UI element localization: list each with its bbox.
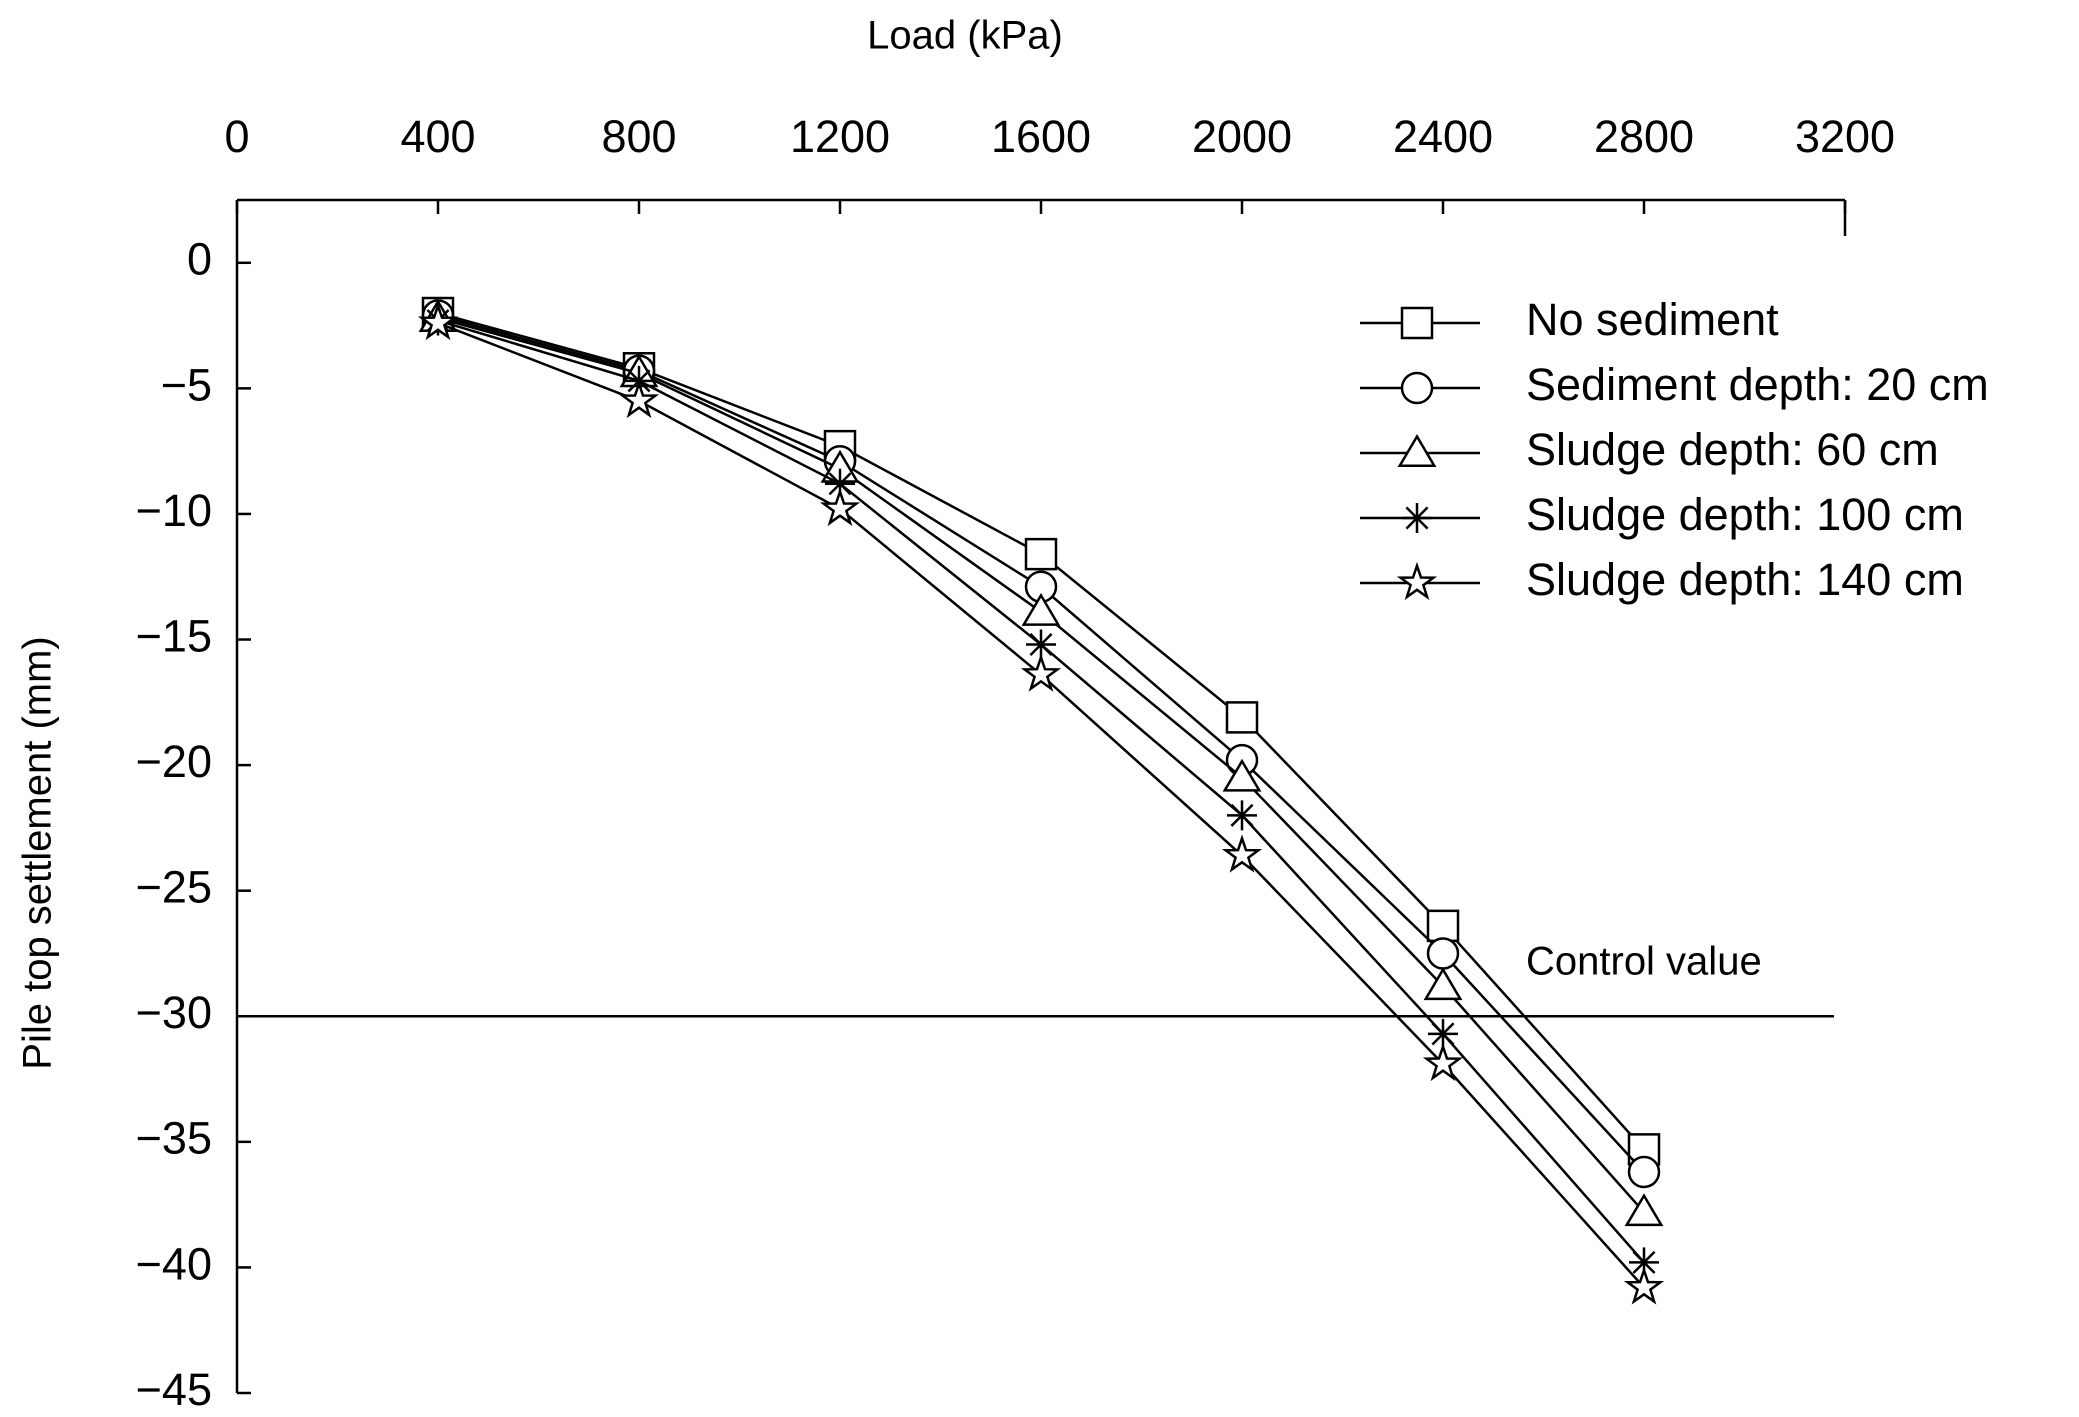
x-axis-label: Load (kPa) [867,14,1063,58]
data-point [1225,701,1259,734]
data-point [1627,1155,1661,1189]
data-point [1423,967,1463,1001]
data-point [819,487,861,527]
legend-marker [1397,434,1437,467]
data-point [1021,592,1061,626]
legend-label: Sludge depth: 60 cm [1526,424,1939,475]
legend-marker [1400,371,1434,405]
y-tick-label: −15 [136,610,212,661]
x-tick-label: 2000 [1192,111,1292,162]
x-tick-label: 3200 [1795,111,1895,162]
y-tick-label: −5 [161,359,212,410]
data-point [1629,1247,1659,1278]
y-axis-label: Pile top settlement (mm) [16,636,60,1069]
y-tick-label: −35 [136,1113,212,1164]
y-tick-label: −45 [136,1364,212,1415]
data-point [1426,937,1460,970]
data-point [618,379,660,419]
data-point [1026,629,1056,660]
data-point [1020,653,1062,692]
y-tick-label: −10 [136,485,212,536]
x-tick-label: 1600 [991,111,1091,162]
data-point [1428,1018,1458,1049]
legend-label: Sediment depth: 20 cm [1526,359,1989,410]
legend-marker [1400,306,1434,340]
data-point [825,468,855,499]
data-point [1426,909,1460,943]
y-tick-label: 0 [187,234,212,285]
y-tick-label: −25 [136,862,212,913]
x-tick-label: 2400 [1393,111,1493,162]
y-tick-label: −20 [136,736,212,787]
legend-marker [1402,503,1432,533]
legend-marker [1396,561,1438,601]
y-tick-label: −30 [136,987,212,1038]
x-tick-label: 0 [224,111,249,162]
x-tick-label: 400 [400,111,475,162]
x-tick-label: 1200 [790,111,890,162]
data-point [1422,1042,1464,1082]
legend-label: Sludge depth: 140 cm [1526,554,1964,605]
data-point [1624,1193,1664,1227]
data-point [1221,834,1263,873]
control-label: Control value [1526,940,1762,984]
data-point [1623,1266,1665,1305]
data-point [417,301,459,341]
legend-label: Sludge depth: 100 cm [1526,489,1964,540]
legend-label: No sediment [1526,294,1779,345]
x-tick-label: 800 [601,111,676,162]
x-tick-label: 2800 [1594,111,1694,162]
data-point [1024,537,1058,571]
y-tick-label: −40 [136,1238,212,1289]
data-point [1222,758,1262,792]
data-point [1227,800,1257,831]
